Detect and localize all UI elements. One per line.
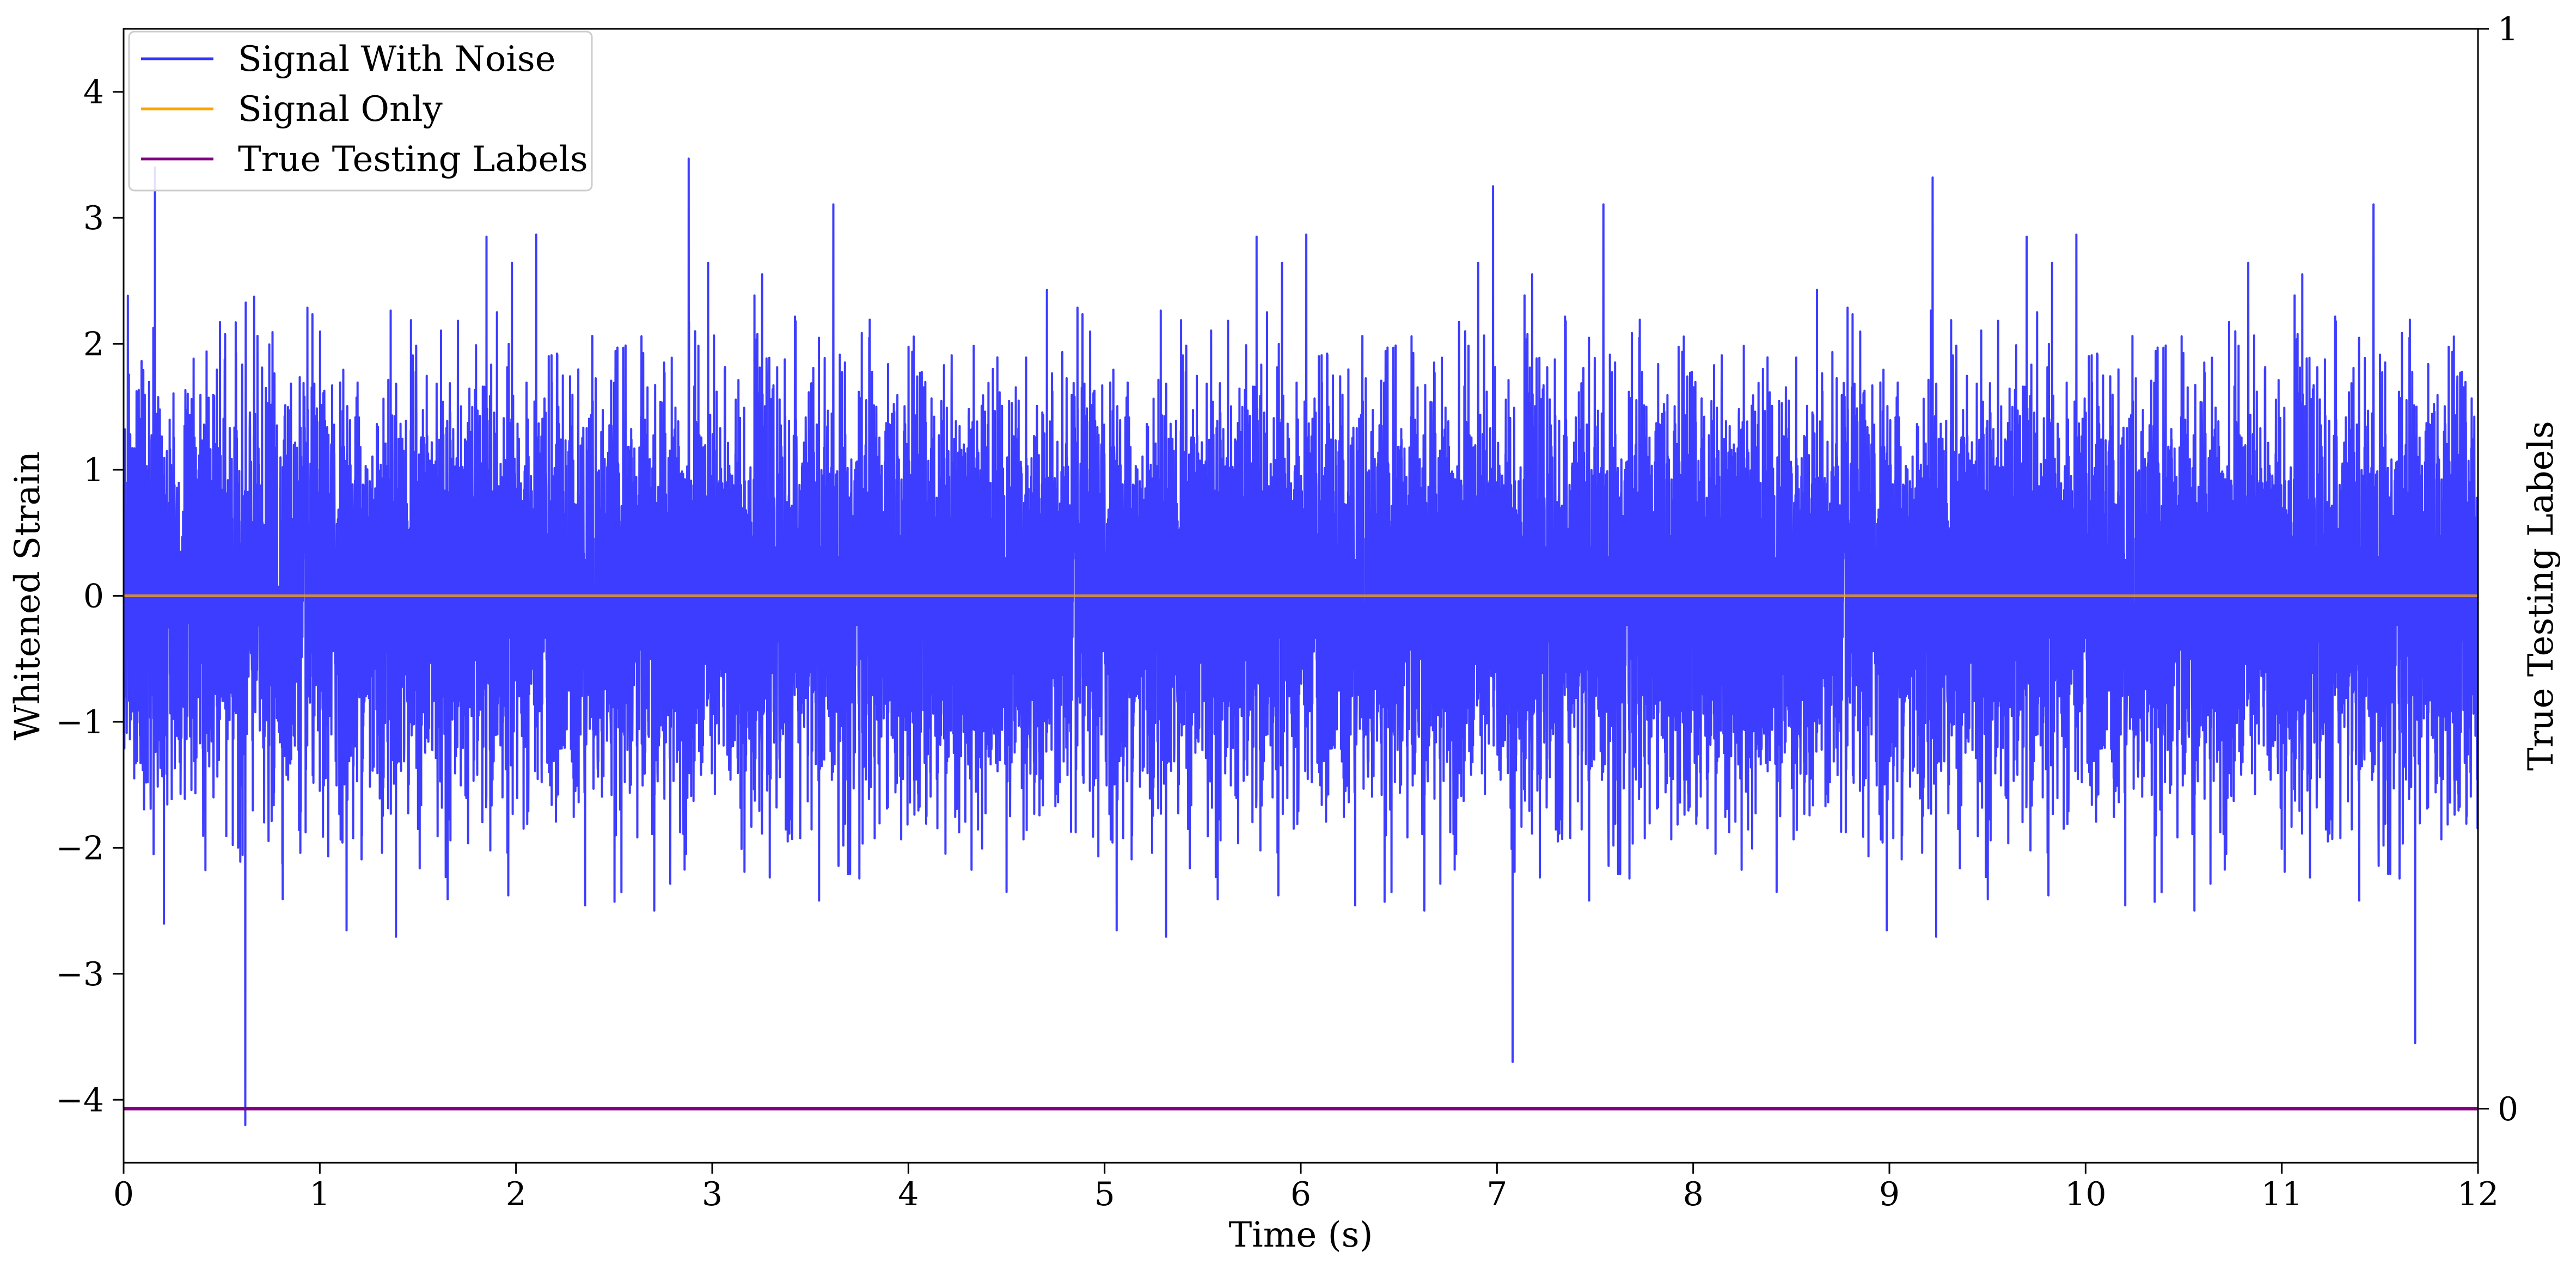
y2-axis-label: True Testing Labels xyxy=(2521,421,2561,771)
legend-entry-signal-with-noise: Signal With Noise xyxy=(238,39,556,79)
x-tick-label: 8 xyxy=(1683,1175,1704,1213)
y2-tick-label: 1 xyxy=(2498,10,2518,48)
y-tick-label: 0 xyxy=(83,578,104,616)
y-tick-label: −3 xyxy=(56,955,104,993)
y-tick-label: 4 xyxy=(83,73,104,112)
x-tick-label: 12 xyxy=(2457,1175,2499,1213)
y-tick-label: −1 xyxy=(56,703,104,741)
x-tick-label: 4 xyxy=(898,1175,919,1213)
y-axis-label: Whitened Strain xyxy=(8,451,48,740)
legend-entry-true-testing-labels: True Testing Labels xyxy=(238,139,588,180)
y-tick-label: 2 xyxy=(83,326,104,364)
x-axis-label: Time (s) xyxy=(1229,1215,1373,1255)
legend-box xyxy=(128,30,593,192)
y-tick-label: −2 xyxy=(56,829,104,867)
x-tick-label: 1 xyxy=(309,1175,330,1213)
plot-area xyxy=(124,157,2478,1126)
series-signal-with-noise-line xyxy=(124,157,2478,1126)
legend-entry-signal-only: Signal Only xyxy=(238,89,443,130)
x-tick-label: 3 xyxy=(702,1175,723,1213)
y2-tick-label: 0 xyxy=(2498,1090,2518,1128)
x-tick-label: 9 xyxy=(1879,1175,1900,1213)
y-tick-label: 3 xyxy=(83,199,104,237)
legend: Signal With Noise Signal Only True Testi… xyxy=(128,30,593,192)
x-tick-label: 10 xyxy=(2065,1175,2106,1213)
x-tick-label: 0 xyxy=(113,1175,134,1213)
y-tick-label: 1 xyxy=(83,451,104,489)
x-tick-label: 6 xyxy=(1290,1175,1311,1213)
x-tick-label: 2 xyxy=(506,1175,527,1213)
y-tick-label: −4 xyxy=(56,1081,104,1119)
x-tick-label: 7 xyxy=(1486,1175,1507,1213)
x-tick-label: 11 xyxy=(2261,1175,2302,1213)
x-tick-label: 5 xyxy=(1094,1175,1115,1213)
